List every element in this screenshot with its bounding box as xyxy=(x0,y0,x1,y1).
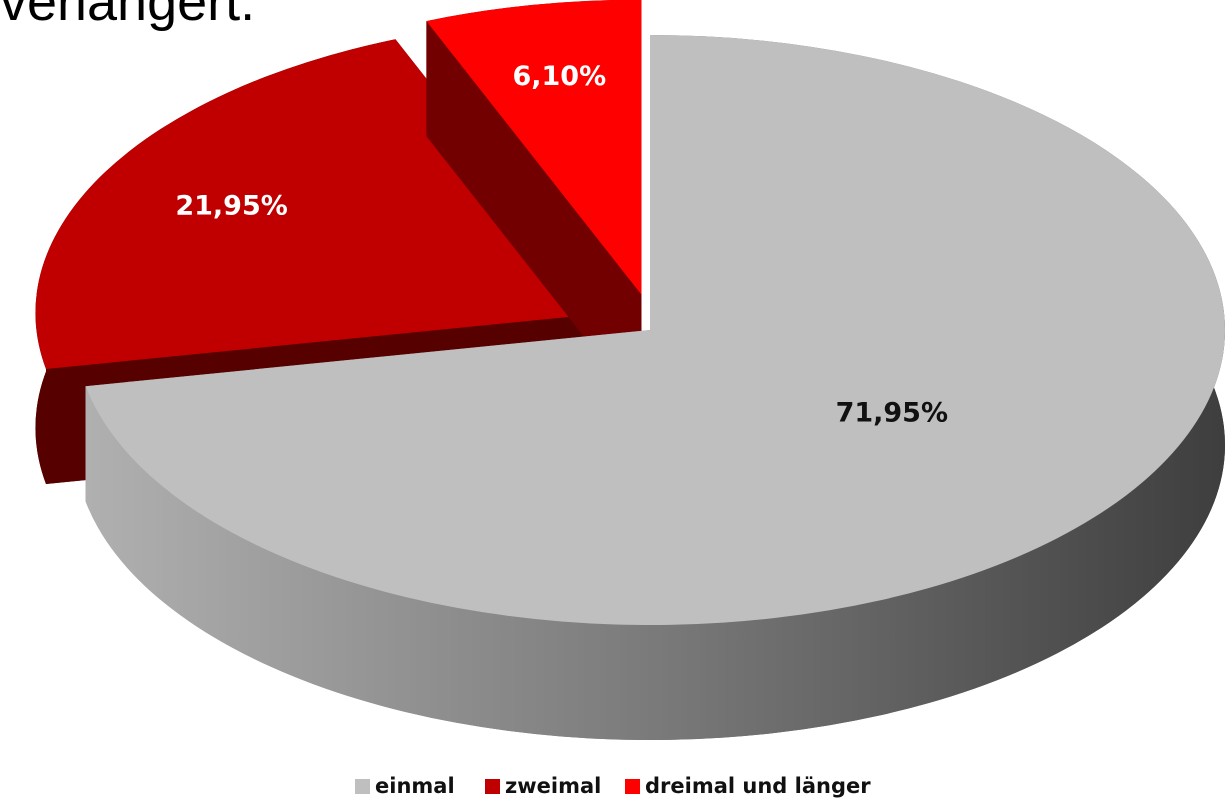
chart-title: verlängert. xyxy=(0,0,255,32)
slice xyxy=(35,39,611,369)
legend-label: einmal xyxy=(375,774,455,798)
legend-swatch xyxy=(485,779,500,794)
data-label: 71,95% xyxy=(836,397,948,428)
data-label: 6,10% xyxy=(512,61,606,92)
slice xyxy=(85,35,1225,626)
legend-label: dreimal und länger xyxy=(645,774,871,798)
legend-label: zweimal xyxy=(505,774,601,798)
data-label: 21,95% xyxy=(175,191,287,222)
legend: einmal zweimal dreimal und länger xyxy=(355,774,871,798)
legend-swatch xyxy=(355,779,370,794)
slice xyxy=(426,0,642,295)
pie: 71,95% 21,95% 6,10% xyxy=(35,0,1225,741)
legend-swatch xyxy=(625,779,640,794)
